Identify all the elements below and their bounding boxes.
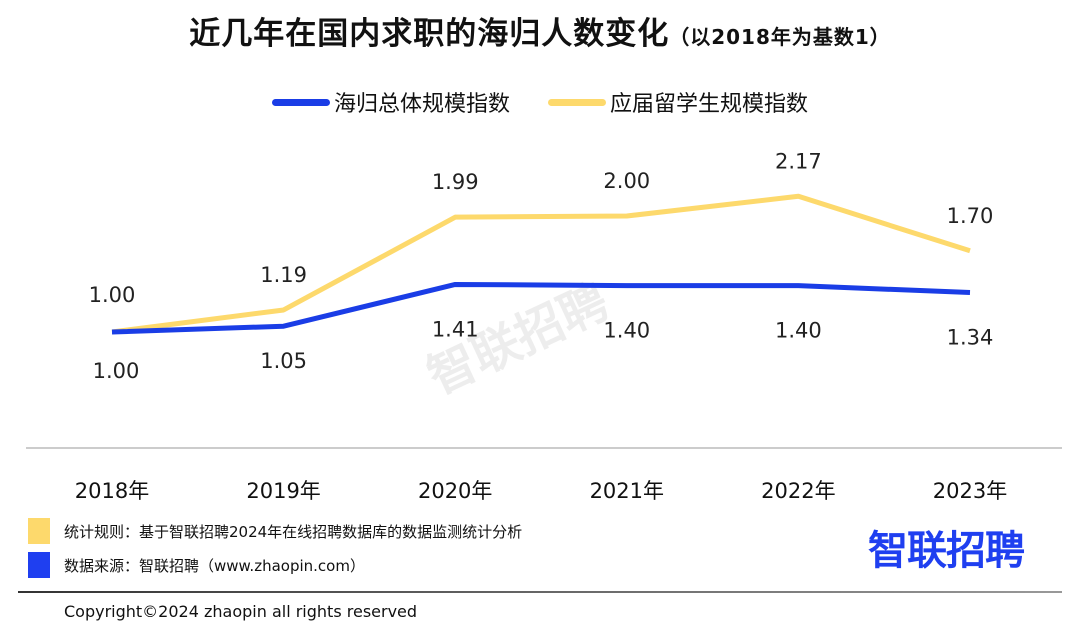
subtitle-text: （以2018年为基数1） xyxy=(669,25,891,49)
data-label: 1.99 xyxy=(432,170,479,194)
divider xyxy=(18,591,1062,593)
legend-label: 应届留学生规模指数 xyxy=(610,92,809,117)
legend-item-overall: 海归总体规模指数 xyxy=(271,86,510,118)
zhaopin-logo: 智联招聘 xyxy=(868,528,1025,574)
x-tick-label: 2020年 xyxy=(418,479,492,503)
data-label: 1.00 xyxy=(93,359,140,383)
x-tick-label: 2022年 xyxy=(761,479,835,503)
series-line-1 xyxy=(111,193,971,335)
chart-title: 近几年在国内求职的海归人数变化（以2018年为基数1） xyxy=(0,8,1080,53)
note-text: 数据来源：智联招聘（www.zhaopin.com） xyxy=(64,556,365,575)
data-label: 1.70 xyxy=(947,204,994,228)
x-tick-label: 2018年 xyxy=(75,479,149,503)
data-label: 1.41 xyxy=(432,317,479,341)
legend-swatch xyxy=(271,98,330,106)
x-tick-label: 2021年 xyxy=(590,479,664,503)
note-text: 统计规则：基于智联招聘2024年在线招聘数据库的数据监测统计分析 xyxy=(64,522,523,541)
title-text: 近几年在国内求职的海归人数变化 xyxy=(189,16,670,52)
data-label: 1.05 xyxy=(260,349,307,373)
data-label: 1.34 xyxy=(947,326,994,350)
note-swatch xyxy=(28,518,50,544)
plot-area: 2018年 2019年 2020年 2021年 2022年 2023年 1.00 1.05 1.… xyxy=(26,149,1062,503)
x-tick-label: 2023年 xyxy=(933,479,1007,503)
note-swatch xyxy=(28,552,50,578)
legend-label: 海归总体规模指数 xyxy=(333,92,510,117)
note-rule: 统计规则：基于智联招聘2024年在线招聘数据库的数据监测统计分析 xyxy=(28,518,522,544)
data-label: 1.00 xyxy=(89,283,136,307)
x-tick-label: 2019年 xyxy=(246,479,320,503)
data-label: 1.40 xyxy=(775,319,822,343)
legend-item-graduates: 应届留学生规模指数 xyxy=(548,86,808,118)
note-source: 数据来源：智联招聘（www.zhaopin.com） xyxy=(28,552,365,578)
copyright: Copyright©2024 zhaopin all rights reserv… xyxy=(64,602,418,621)
data-label: 1.19 xyxy=(260,263,307,287)
data-label: 2.17 xyxy=(775,149,822,173)
legend-swatch xyxy=(548,98,606,106)
data-label: 1.40 xyxy=(603,319,650,343)
legend: 海归总体规模指数 应届留学生规模指数 xyxy=(0,86,1080,118)
data-label: 2.00 xyxy=(603,169,650,193)
series-line-0 xyxy=(111,281,971,335)
